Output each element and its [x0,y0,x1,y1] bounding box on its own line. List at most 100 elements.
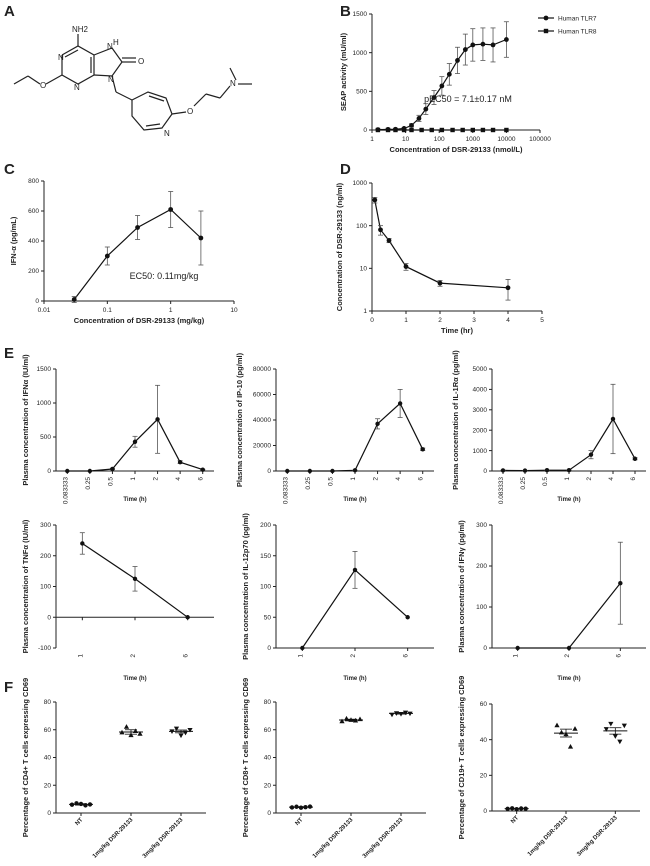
data-point-square [470,127,475,133]
x-tick-label: 0 [370,317,374,324]
x-tick-label: 0.5 [107,477,114,486]
data-point-square [429,127,434,133]
data-point [416,116,422,121]
y-tick-label: 0 [483,808,487,815]
y-tick-label: 80 [264,699,272,706]
y-tick-label: 800 [28,178,39,185]
data-point [405,615,410,620]
x-tick-label: 1mg/kg DSR-29133 [92,817,135,860]
data-point [135,225,140,230]
data-point [378,227,383,233]
data-point [403,264,409,269]
x-tick-label: NT [510,815,520,825]
data-point [566,467,572,473]
data-point [285,468,290,474]
data-point-square [419,127,424,133]
x-tick-label: 1 [404,317,408,324]
data-point-inverted-triangle [612,734,618,739]
x-axis-label: Time (h) [123,676,146,682]
data-point [455,58,460,63]
data-point [155,417,160,422]
x-tick-label: 2 [586,477,593,481]
structure-n-label-3: N [107,42,113,51]
data-point [65,468,70,474]
x-tick-label: 10 [402,136,410,143]
structure-o-label: O [138,57,144,66]
data-point [566,645,572,651]
x-tick-label: 6 [615,654,622,658]
data-point [470,42,476,48]
data-point [198,235,204,241]
x-tick-label: 4 [175,477,182,481]
x-tick-label: 100000 [529,136,551,143]
data-point-square [450,127,455,133]
x-tick-label: 2 [130,654,137,658]
y-tick-label: 0 [267,810,271,817]
x-tick-label: 1 [297,654,304,658]
legend-marker-square [543,28,549,34]
y-tick-label: 2000 [473,427,488,434]
y-axis-label: Plasma concentration of IFNγ (pg/ml) [457,520,466,653]
x-tick-label: 0.083333 [498,477,505,504]
data-point-inverted-triangle [178,733,184,739]
x-tick-label: 0.1 [103,307,112,314]
y-axis-label: Percentage of CD8+ T cells expressing CD… [241,678,250,837]
y-tick-label: 3000 [473,407,488,414]
x-tick-label: 1 [350,477,357,481]
x-tick-label: 5 [540,317,544,324]
data-point-triangle [554,722,560,728]
y-tick-label: 200 [260,522,271,529]
y-tick-label: 500 [40,434,51,441]
structure-h-label: H [113,38,119,47]
x-tick-label: 6 [183,654,190,658]
x-axis-label: Time (h) [557,497,580,503]
data-point [397,401,403,406]
x-tick-label: 0.5 [327,477,334,486]
data-point [104,253,110,259]
y-tick-label: 1000 [353,50,368,57]
data-point [490,42,496,48]
y-axis-label: Percentage of CD4+ T cells expressing CD… [21,678,30,837]
data-point-square [393,127,398,133]
x-axis-label: Time (hr) [441,326,473,335]
data-point-triangle [572,726,578,731]
x-tick-label: 0.083333 [282,477,289,504]
y-tick-label: 1000 [473,448,488,455]
x-tick-label: 0.25 [85,477,92,490]
data-point [446,71,452,77]
structure-n-label-2: N [74,83,80,92]
data-point [80,541,85,546]
y-tick-label: 100 [356,223,367,230]
data-point [307,468,313,474]
data-point [480,41,486,47]
x-tick-label: 6 [198,477,205,481]
x-tick-label: 1 [370,136,374,143]
data-point [500,468,506,473]
series-line-0 [377,38,507,131]
x-tick-label: 0.5 [542,477,549,486]
data-point [423,106,429,112]
data-point [352,468,358,473]
x-axis-label: Time (h) [343,497,366,503]
data-point [110,466,115,472]
data-point [185,615,190,620]
data-point-square [490,127,496,133]
panel-letter-e: E [4,345,14,362]
x-tick-label: 6 [418,477,425,481]
data-point [462,47,468,52]
y-tick-label: 0 [35,298,39,305]
x-axis-label: Time (h) [557,676,580,682]
data-point [632,456,638,461]
y-tick-label: 1000 [353,180,368,187]
x-tick-label: 3mg/kg DSR-29133 [142,817,185,860]
y-axis-label: Percentage of CD19+ T cells expressing C… [457,676,466,840]
data-point-square [401,127,407,133]
y-tick-label: 80 [44,699,52,706]
data-point [330,468,335,474]
data-point [431,95,437,100]
x-tick-label: 4 [608,477,615,481]
x-tick-label: 1 [130,477,137,481]
data-point-triangle [123,724,130,729]
x-axis-label: Concentration of DSR-29133 (mg/kg) [74,316,205,325]
